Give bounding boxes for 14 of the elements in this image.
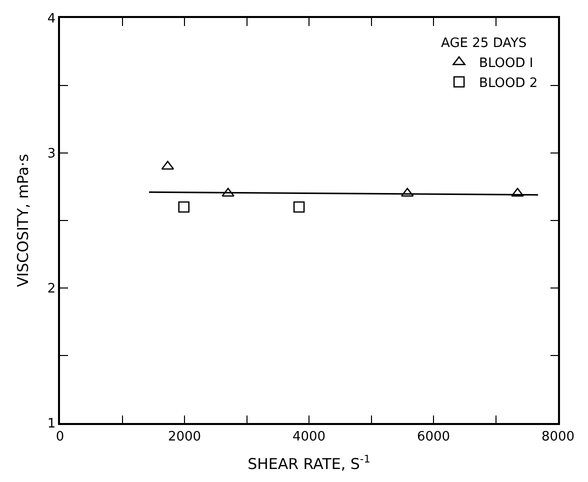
x-tick-label: 0 — [56, 429, 64, 444]
x-axis-title: SHEAR RATE, S$^{-1}$ — [248, 454, 370, 473]
x-tick-label: 6000 — [416, 429, 450, 444]
legend-title: AGE 25 DAYS — [441, 36, 527, 52]
x-tick-label: 2000 — [168, 429, 202, 444]
y-tick-label: 1 — [47, 416, 56, 432]
legend-label: BLOOD 2 — [479, 76, 538, 91]
y-axis-title: VISCOSITY, mPa·s — [14, 154, 32, 288]
x-tick-label: 4000 — [292, 429, 326, 444]
y-tick-label: 4 — [47, 12, 56, 27]
y-tick-label: 3 — [47, 146, 56, 162]
y-tick-label: 2 — [47, 282, 56, 297]
x-tick-label: 8000 — [541, 429, 575, 444]
legend-label: BLOOD I — [479, 56, 534, 72]
